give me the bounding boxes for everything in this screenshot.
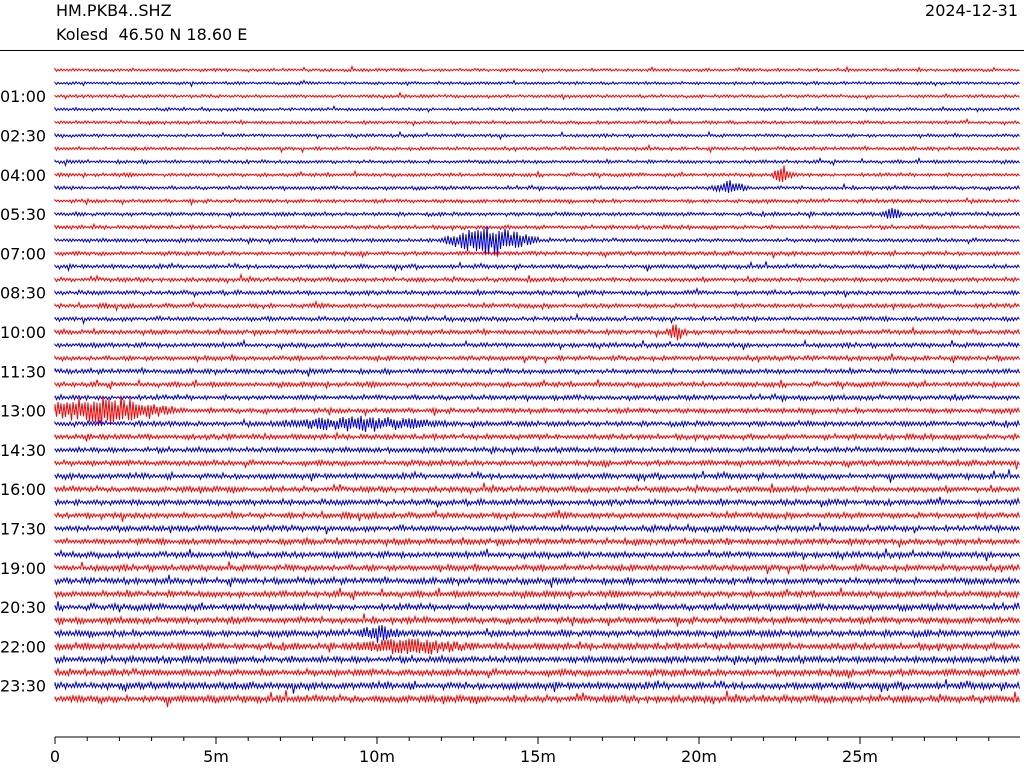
y-tick-label: 02:30 bbox=[0, 127, 46, 146]
trace-row-4 bbox=[54, 117, 1020, 127]
trace-row-38 bbox=[54, 561, 1020, 575]
x-tick-label: 15m bbox=[520, 747, 556, 766]
trace-row-14 bbox=[54, 249, 1020, 259]
x-tick-label: 0 bbox=[50, 747, 60, 766]
trace-group bbox=[54, 64, 1020, 708]
trace-row-33 bbox=[54, 496, 1020, 508]
trace-row-37 bbox=[54, 548, 1020, 562]
y-tick-label: 20:30 bbox=[0, 598, 46, 617]
trace-row-44 bbox=[54, 638, 1020, 655]
y-tick-label: 07:00 bbox=[0, 244, 46, 263]
trace-row-43 bbox=[54, 625, 1020, 643]
trace-row-10 bbox=[54, 196, 1020, 207]
trace-row-7 bbox=[54, 156, 1020, 168]
y-tick-label: 01:00 bbox=[0, 87, 46, 106]
y-tick-label: 17:30 bbox=[0, 520, 46, 539]
y-tick-label: 14:30 bbox=[0, 441, 46, 460]
trace-row-20 bbox=[54, 324, 1020, 341]
station-location: Kolesd 46.50 N 18.60 E bbox=[56, 25, 248, 44]
trace-row-5 bbox=[54, 130, 1020, 141]
trace-row-19 bbox=[54, 312, 1020, 326]
x-tick-label: 25m bbox=[842, 747, 878, 766]
trace-row-13 bbox=[54, 225, 1020, 255]
trace-row-0 bbox=[54, 64, 1020, 74]
y-tick-label: 10:00 bbox=[0, 323, 46, 342]
trace-row-34 bbox=[54, 508, 1020, 522]
trace-row-12 bbox=[54, 222, 1020, 232]
y-tick-label: 13:00 bbox=[0, 402, 46, 421]
y-tick-label: 04:00 bbox=[0, 166, 46, 185]
trace-row-22 bbox=[54, 353, 1020, 364]
y-tick-label: 05:30 bbox=[0, 205, 46, 224]
y-tick-label: 16:00 bbox=[0, 480, 46, 499]
trace-row-23 bbox=[54, 366, 1020, 377]
record-date: 2024-12-31 bbox=[925, 1, 1018, 20]
y-tick-label: 11:30 bbox=[0, 362, 46, 381]
trace-row-1 bbox=[54, 79, 1020, 88]
trace-row-48 bbox=[54, 690, 1020, 708]
trace-row-46 bbox=[54, 666, 1020, 679]
trace-row-36 bbox=[54, 536, 1020, 548]
trace-row-42 bbox=[54, 613, 1020, 627]
trace-row-31 bbox=[54, 469, 1020, 483]
trace-row-16 bbox=[54, 272, 1020, 285]
trace-row-11 bbox=[54, 207, 1020, 220]
header-divider bbox=[0, 50, 1024, 51]
trace-row-30 bbox=[54, 458, 1020, 470]
y-tick-label: 22:00 bbox=[0, 637, 46, 656]
trace-row-9 bbox=[54, 180, 1020, 193]
trace-row-32 bbox=[54, 482, 1020, 496]
trace-row-17 bbox=[54, 286, 1020, 299]
trace-row-2 bbox=[54, 91, 1020, 101]
x-tick-label: 20m bbox=[681, 747, 717, 766]
y-axis: 01:00 02:30 04:00 05:30 07:00 08:30 10:00 11:30… bbox=[0, 87, 46, 696]
trace-row-47 bbox=[54, 679, 1020, 694]
trace-row-29 bbox=[54, 445, 1020, 456]
trace-row-45 bbox=[54, 653, 1020, 666]
x-axis: 0 5m 10m 15m 20m 25m bbox=[50, 736, 1020, 766]
y-tick-label: 19:00 bbox=[0, 559, 46, 578]
trace-row-25 bbox=[54, 392, 1020, 404]
trace-row-21 bbox=[54, 338, 1020, 351]
trace-row-15 bbox=[54, 260, 1020, 273]
trace-row-26 bbox=[54, 395, 1020, 426]
trace-row-6 bbox=[54, 143, 1020, 154]
x-tick-label: 5m bbox=[203, 747, 229, 766]
trace-row-27 bbox=[54, 415, 1020, 433]
trace-row-35 bbox=[54, 522, 1020, 535]
trace-row-18 bbox=[54, 299, 1020, 312]
x-tick-label: 10m bbox=[359, 747, 395, 766]
trace-row-40 bbox=[54, 587, 1020, 601]
trace-row-41 bbox=[54, 601, 1020, 613]
trace-row-24 bbox=[54, 378, 1020, 391]
station-code: HM.PKB4..SHZ bbox=[56, 1, 172, 20]
trace-row-39 bbox=[54, 574, 1020, 588]
trace-row-8 bbox=[54, 165, 1020, 183]
y-tick-label: 23:30 bbox=[0, 677, 46, 696]
trace-row-28 bbox=[54, 430, 1020, 443]
y-tick-label: 08:30 bbox=[0, 284, 46, 303]
trace-row-3 bbox=[54, 104, 1020, 113]
